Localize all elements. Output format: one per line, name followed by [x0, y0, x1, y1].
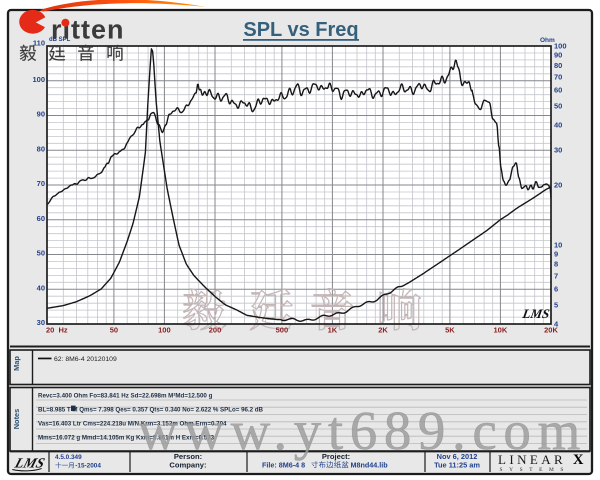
svg-text:LINEAR: LINEAR	[498, 452, 566, 467]
svg-text:LMS: LMS	[12, 456, 47, 472]
svg-text:60: 60	[37, 214, 45, 223]
svg-text:-15-2004: -15-2004	[75, 462, 101, 469]
svg-text:20 Hz: 20 Hz	[46, 325, 68, 334]
svg-text:40: 40	[554, 121, 562, 130]
svg-text:10K: 10K	[494, 325, 508, 334]
svg-text:5K: 5K	[445, 325, 455, 334]
svg-text:Revc=3.400 Ohm Fo=83.841 Hz: Revc=3.400 Ohm Fo=83.841 Hz Sd=22.698m M…	[38, 393, 213, 400]
svg-text:7: 7	[554, 271, 558, 280]
svg-text:dB SPL: dB SPL	[49, 37, 71, 43]
svg-text:500: 500	[276, 325, 289, 334]
svg-text:80: 80	[37, 144, 45, 153]
svg-text:Notes: Notes	[12, 409, 21, 430]
svg-text:Ohm: Ohm	[540, 37, 555, 44]
svg-text:70: 70	[37, 179, 45, 188]
svg-text:M8nd44.lib: M8nd44.lib	[351, 460, 389, 469]
svg-text:30: 30	[37, 318, 45, 327]
svg-text:50: 50	[37, 249, 45, 258]
svg-text:100: 100	[32, 75, 45, 84]
svg-text:Company:: Company:	[169, 460, 206, 469]
svg-text:LMS: LMS	[520, 306, 550, 321]
svg-text:62: 8M6-4 20120109: 62: 8M6-4 20120109	[54, 356, 117, 363]
svg-text:File: 8M6-4 8: File: 8M6-4 8	[262, 460, 305, 469]
svg-text:60: 60	[554, 86, 562, 95]
svg-text:90: 90	[554, 51, 562, 60]
svg-text:8: 8	[554, 260, 558, 269]
svg-text:4: 4	[554, 320, 559, 329]
svg-text:1K: 1K	[328, 325, 338, 334]
svg-text:Vas=16.403 Ltr Cms=224.218u M: Vas=16.403 Ltr Cms=224.218u M/N Krm=3.15…	[38, 421, 227, 428]
svg-text:70: 70	[554, 72, 562, 81]
svg-text:Map: Map	[12, 356, 21, 371]
svg-text:Tue 11:25 am: Tue 11:25 am	[434, 460, 480, 469]
svg-text:50: 50	[554, 102, 562, 111]
svg-text:100: 100	[158, 325, 171, 334]
svg-text:200: 200	[209, 325, 222, 334]
svg-text:rıtten: rıtten	[51, 14, 125, 44]
svg-text:80: 80	[554, 61, 562, 70]
svg-text:100: 100	[554, 42, 567, 51]
svg-text:6: 6	[554, 285, 558, 294]
svg-text:20: 20	[554, 181, 562, 190]
svg-text:2K: 2K	[378, 325, 388, 334]
svg-text:110: 110	[33, 39, 45, 48]
svg-text:Mms=16.072 g Mmd=14.105m Kg: Mms=16.072 g Mmd=14.105m Kg Kxm=8.861m H…	[38, 434, 215, 441]
svg-text:30: 30	[554, 146, 562, 155]
svg-text:9: 9	[554, 250, 558, 259]
svg-text:X: X	[573, 452, 584, 468]
svg-text:10: 10	[554, 241, 562, 250]
svg-text:BL=8.985 T M Qms= 7.398 Qes=: BL=8.985 T M Qms= 7.398 Qes= 0.357 Qts= …	[38, 407, 264, 414]
svg-text:20K: 20K	[544, 325, 558, 334]
svg-text:SPL vs Freq: SPL vs Freq	[243, 19, 358, 41]
svg-text:www.yt689.com: www.yt689.com	[138, 400, 587, 461]
svg-text:Project:: Project:	[322, 452, 350, 461]
svg-text:SYSTEMS: SYSTEMS	[500, 467, 570, 473]
svg-text:Person:: Person:	[174, 452, 202, 461]
svg-text:50: 50	[110, 325, 118, 334]
svg-text:4.5.0.349: 4.5.0.349	[55, 454, 82, 461]
svg-text:40: 40	[37, 283, 45, 292]
svg-text:90: 90	[37, 110, 45, 119]
svg-text:5: 5	[554, 300, 558, 309]
svg-text:Nov 6, 2012: Nov 6, 2012	[437, 452, 478, 461]
